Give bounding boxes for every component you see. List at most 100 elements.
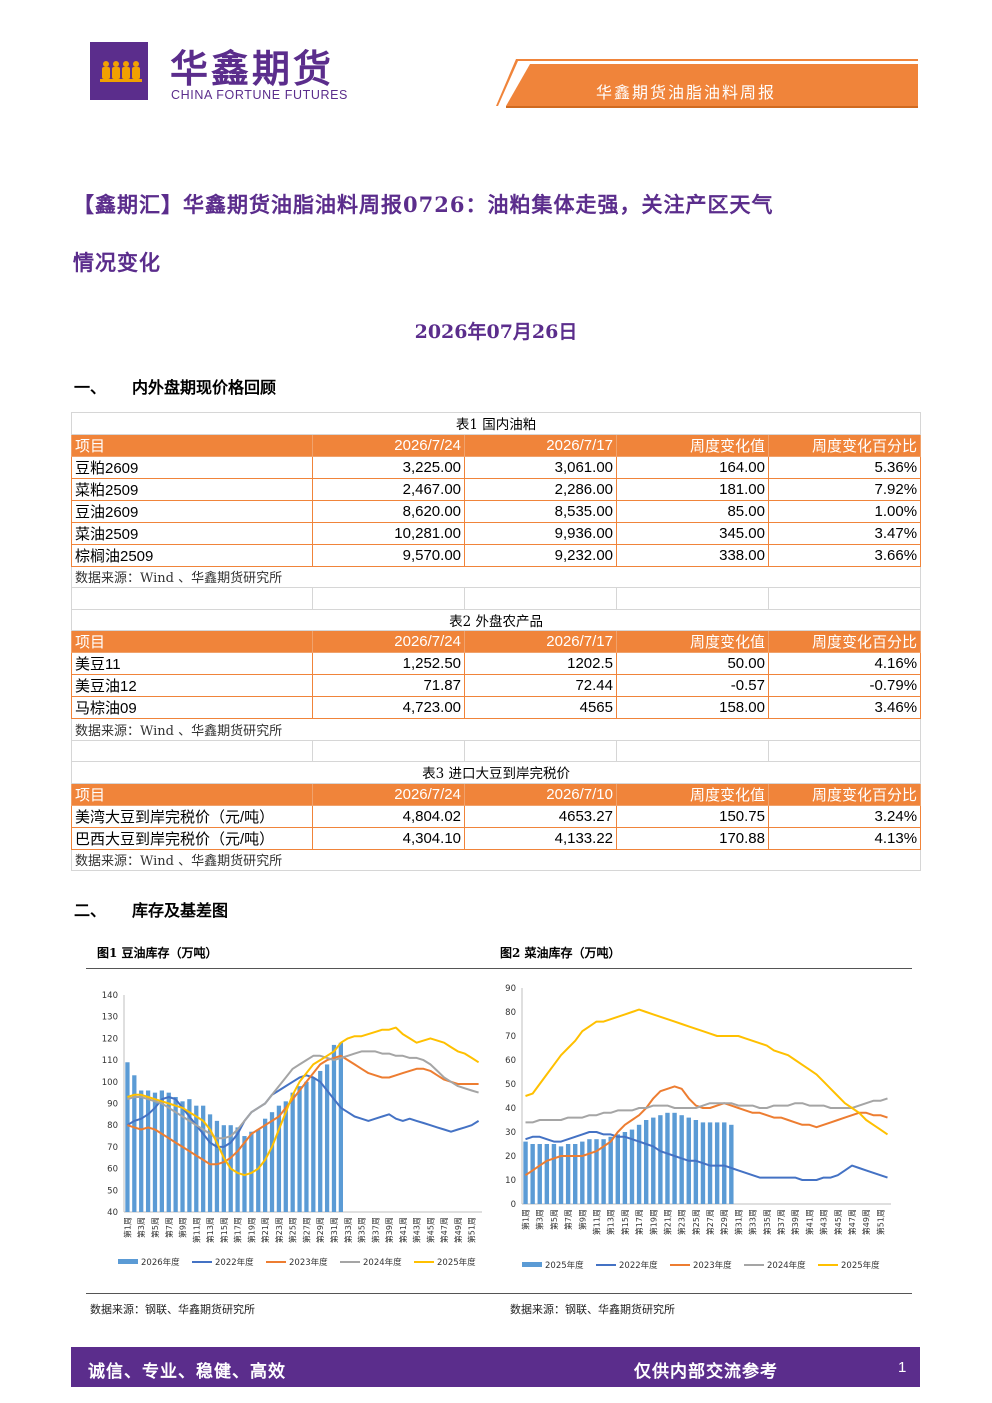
table-row: 马棕油09 4,723.00 4565 158.00 3.46% (71, 696, 922, 719)
y-tick-label: 10 (505, 1176, 516, 1186)
y-tick-label: 60 (107, 1165, 118, 1175)
y-tick-label: 80 (505, 1008, 516, 1018)
inventory-bar (537, 1144, 542, 1204)
table-source-row: 数据来源：Wind 、华鑫期货研究所 (70, 848, 922, 871)
page-footer: 诚信、专业、稳健、高效 仅供内部交流参考 1 (71, 1347, 920, 1387)
y-tick-label: 110 (102, 1056, 118, 1066)
table-cell: 巴西大豆到岸完税价（元/吨） (71, 826, 313, 850)
inventory-bar (256, 1129, 261, 1212)
table-caption: 表1 国内油粕 (70, 412, 922, 435)
inventory-bar (152, 1092, 158, 1212)
table-cell: 美豆11 (71, 652, 313, 675)
inventory-bar (304, 1081, 309, 1212)
table-row: 菜粕2509 2,467.00 2,286.00 181.00 7.92% (71, 477, 922, 501)
inventory-bar (297, 1086, 302, 1212)
table-cell: 豆油2609 (71, 499, 313, 523)
table-row: 菜油2509 10,281.00 9,936.00 345.00 3.47% (71, 521, 922, 545)
x-tick-label: 第31周 (733, 1209, 743, 1235)
x-tick-label: 第11周 (191, 1217, 201, 1243)
table-cell: 10,281.00 (312, 521, 465, 545)
table-cell: 4.13% (767, 826, 922, 850)
table-cell: 4.16% (767, 652, 922, 675)
report-series-name: 华鑫期货油脂油料周报 (596, 83, 777, 102)
table-cell: 4565 (464, 696, 617, 719)
x-tick-label: 第27周 (301, 1217, 311, 1243)
table-cell: -0.57 (616, 674, 769, 697)
x-tick-label: 第15周 (620, 1209, 630, 1235)
table-cell: 菜粕2509 (71, 477, 313, 501)
x-tick-label: 第37周 (370, 1217, 380, 1243)
table-caption: 表2 外盘农产品 (70, 608, 922, 631)
table-cell: 9,936.00 (464, 521, 617, 545)
empty-cell (71, 739, 313, 762)
inventory-bar (707, 1122, 713, 1204)
inventory-bar (132, 1075, 137, 1212)
inventory-bar (166, 1092, 171, 1212)
x-tick-label: 第25周 (691, 1209, 701, 1235)
x-tick-label: 第17周 (634, 1209, 644, 1235)
legend-label: 2024年度 (767, 1260, 806, 1271)
legend-label: 2025年度 (841, 1260, 880, 1271)
table-header-row: 项目 2026/7/24 2026/7/17 周度变化值 周度变化百分比 (71, 630, 922, 653)
price-tables: 表1 国内油粕 项目 2026/7/24 2026/7/17 周度变化值 周度变化百分比豆… (70, 412, 922, 871)
table-cell: 9,232.00 (464, 543, 617, 567)
x-tick-label: 第9周 (577, 1209, 587, 1230)
table-cell: 3.24% (767, 804, 922, 828)
table-cell: 50.00 (616, 652, 769, 675)
page-number: 1 (898, 1359, 907, 1376)
inventory-bar (283, 1101, 288, 1212)
inventory-bar (338, 1042, 343, 1212)
inventory-bar (263, 1118, 268, 1212)
empty-cell (616, 739, 769, 762)
table-header-row: 项目 2026/7/24 2026/7/10 周度变化值 周度变化百分比 (71, 782, 922, 806)
inventory-bar (145, 1090, 151, 1212)
table-row: 美豆11 1,252.50 1202.5 50.00 4.16% (71, 652, 922, 675)
table-row: 棕榈油2509 9,570.00 9,232.00 338.00 3.66% (71, 543, 922, 567)
column-header: 2026/7/17 (464, 433, 617, 457)
column-header: 项目 (71, 782, 313, 806)
column-header: 周度变化值 (616, 630, 769, 653)
table-cell: 181.00 (616, 477, 769, 501)
table-cell: 美湾大豆到岸完税价（元/吨） (71, 804, 313, 828)
legend-label: 2025年度 (545, 1260, 584, 1271)
inventory-bar (544, 1144, 550, 1204)
x-tick-label: 第11周 (592, 1209, 602, 1235)
empty-cell (464, 587, 617, 610)
inventory-bar (290, 1092, 295, 1212)
inventory-bar (187, 1099, 192, 1212)
y-tick-label: 80 (107, 1121, 118, 1131)
y-tick-label: 130 (102, 1013, 118, 1023)
table-row: 美湾大豆到岸完税价（元/吨） 4,804.02 4653.27 150.75 3.24% (71, 804, 922, 828)
series-line (127, 1054, 479, 1166)
table-cell: 4,804.02 (312, 804, 465, 828)
table-source: 数据来源：Wind 、华鑫期货研究所 (70, 848, 922, 871)
table-cell: 棕榈油2509 (71, 543, 313, 567)
x-tick-label: 第35周 (357, 1217, 367, 1243)
header-banner (496, 59, 918, 108)
inventory-bar (318, 1070, 323, 1212)
x-tick-label: 第49周 (453, 1217, 463, 1243)
legend-swatch (522, 1262, 542, 1267)
table-row: 豆粕2609 3,225.00 3,061.00 164.00 5.36% (71, 455, 922, 479)
table-cell: 4,723.00 (312, 696, 465, 719)
table-cell: 170.88 (616, 826, 769, 850)
inventory-bar (221, 1125, 226, 1212)
x-tick-label: 第49周 (861, 1209, 871, 1235)
series-line (524, 1085, 888, 1177)
series-line (127, 1050, 479, 1140)
inventory-bar (608, 1136, 613, 1204)
figure-bottom-rule (86, 1293, 912, 1294)
inventory-bar (530, 1144, 535, 1204)
y-tick-label: 40 (505, 1104, 516, 1114)
figure-top-rule (86, 968, 912, 969)
inventory-bar (587, 1139, 592, 1204)
y-tick-label: 40 (107, 1208, 118, 1218)
section-heading-2: 二、 库存及基差图 (74, 897, 228, 921)
table-caption: 表3 进口大豆到岸完税价 (70, 761, 922, 784)
column-header: 2026/7/10 (464, 782, 617, 806)
legend-label: 2025年度 (437, 1257, 476, 1268)
x-tick-label: 第43周 (412, 1217, 422, 1243)
inventory-bar (693, 1120, 699, 1204)
figure-2-source: 数据来源：钢联、华鑫期货研究所 (510, 1303, 675, 1316)
y-tick-label: 70 (505, 1032, 516, 1042)
